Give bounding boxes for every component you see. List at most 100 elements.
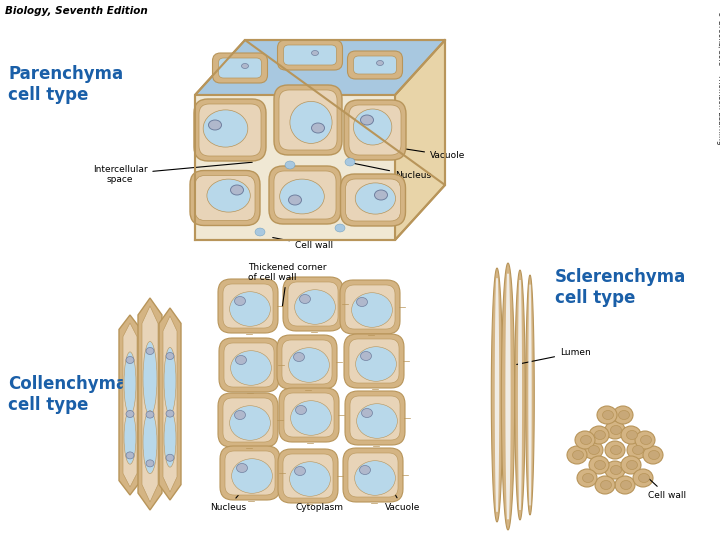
Ellipse shape xyxy=(582,474,593,483)
Ellipse shape xyxy=(577,469,597,487)
Ellipse shape xyxy=(232,458,272,493)
Ellipse shape xyxy=(377,60,384,65)
Ellipse shape xyxy=(635,431,655,449)
Ellipse shape xyxy=(294,353,305,361)
FancyBboxPatch shape xyxy=(284,393,334,437)
Ellipse shape xyxy=(621,426,641,444)
Ellipse shape xyxy=(618,410,629,420)
Polygon shape xyxy=(142,306,158,502)
Ellipse shape xyxy=(289,462,330,496)
Text: Sclerenchyma
cell type: Sclerenchyma cell type xyxy=(555,268,686,307)
Ellipse shape xyxy=(289,348,329,382)
Text: Nucleus: Nucleus xyxy=(355,164,431,180)
Ellipse shape xyxy=(356,347,397,381)
FancyBboxPatch shape xyxy=(279,90,337,150)
Ellipse shape xyxy=(356,298,367,307)
FancyBboxPatch shape xyxy=(223,398,273,442)
Ellipse shape xyxy=(361,352,372,361)
Ellipse shape xyxy=(230,350,271,385)
Polygon shape xyxy=(518,280,522,510)
Ellipse shape xyxy=(235,296,246,306)
Ellipse shape xyxy=(146,411,154,418)
FancyBboxPatch shape xyxy=(269,166,341,224)
Ellipse shape xyxy=(295,406,307,415)
Ellipse shape xyxy=(166,454,174,461)
Ellipse shape xyxy=(361,115,374,125)
FancyBboxPatch shape xyxy=(344,100,406,160)
Ellipse shape xyxy=(166,410,174,417)
Ellipse shape xyxy=(351,293,392,327)
Ellipse shape xyxy=(312,123,325,133)
Ellipse shape xyxy=(354,109,392,145)
Ellipse shape xyxy=(146,460,154,467)
Text: Cytoplasm: Cytoplasm xyxy=(321,191,403,200)
Text: Parenchyma
cell type: Parenchyma cell type xyxy=(8,65,123,104)
Ellipse shape xyxy=(335,224,345,232)
Polygon shape xyxy=(491,268,503,522)
Text: Collenchyma
cell type: Collenchyma cell type xyxy=(8,375,127,414)
Text: Nucleus: Nucleus xyxy=(210,459,269,512)
Ellipse shape xyxy=(374,190,387,200)
Polygon shape xyxy=(395,40,445,240)
FancyBboxPatch shape xyxy=(350,396,400,440)
FancyBboxPatch shape xyxy=(190,171,260,226)
FancyBboxPatch shape xyxy=(195,176,255,220)
Ellipse shape xyxy=(603,410,613,420)
Ellipse shape xyxy=(143,410,157,474)
Text: Lumen: Lumen xyxy=(517,348,590,364)
Text: Vacuole: Vacuole xyxy=(383,145,465,160)
Polygon shape xyxy=(505,274,510,519)
Ellipse shape xyxy=(312,51,318,56)
Ellipse shape xyxy=(355,461,395,495)
FancyBboxPatch shape xyxy=(277,335,337,389)
Ellipse shape xyxy=(124,410,136,464)
Ellipse shape xyxy=(230,406,271,440)
Ellipse shape xyxy=(146,348,154,354)
Polygon shape xyxy=(528,285,531,505)
Polygon shape xyxy=(163,316,177,492)
Text: Intercellular
space: Intercellular space xyxy=(93,162,252,184)
Text: Vacuole: Vacuole xyxy=(377,462,420,512)
Ellipse shape xyxy=(164,410,176,467)
Ellipse shape xyxy=(600,481,611,489)
FancyBboxPatch shape xyxy=(346,179,400,221)
Polygon shape xyxy=(138,298,162,510)
Ellipse shape xyxy=(572,450,583,460)
Ellipse shape xyxy=(589,426,609,444)
FancyBboxPatch shape xyxy=(199,104,261,156)
Ellipse shape xyxy=(164,347,176,415)
Ellipse shape xyxy=(356,404,397,438)
FancyBboxPatch shape xyxy=(194,99,266,161)
FancyBboxPatch shape xyxy=(348,453,398,497)
Text: © Brooks/Cole – Thomson Learning: © Brooks/Cole – Thomson Learning xyxy=(716,10,720,145)
Ellipse shape xyxy=(595,476,615,494)
Ellipse shape xyxy=(285,161,295,169)
FancyBboxPatch shape xyxy=(220,446,280,500)
Ellipse shape xyxy=(621,456,641,474)
Ellipse shape xyxy=(597,406,617,424)
FancyBboxPatch shape xyxy=(283,454,333,498)
FancyBboxPatch shape xyxy=(223,284,273,328)
Ellipse shape xyxy=(615,476,635,494)
Ellipse shape xyxy=(289,195,302,205)
FancyBboxPatch shape xyxy=(344,334,404,388)
FancyBboxPatch shape xyxy=(225,451,275,495)
Ellipse shape xyxy=(643,446,663,464)
Text: Thickened corner
of cell wall: Thickened corner of cell wall xyxy=(248,262,326,306)
Ellipse shape xyxy=(255,228,265,236)
Polygon shape xyxy=(123,323,137,487)
FancyBboxPatch shape xyxy=(283,277,343,331)
Ellipse shape xyxy=(621,481,631,489)
Ellipse shape xyxy=(300,294,310,303)
Text: Cell wall: Cell wall xyxy=(647,477,686,500)
Ellipse shape xyxy=(580,435,592,444)
Ellipse shape xyxy=(291,401,331,435)
Ellipse shape xyxy=(126,356,134,363)
Ellipse shape xyxy=(361,408,372,417)
Ellipse shape xyxy=(605,461,625,479)
Ellipse shape xyxy=(567,446,587,464)
Ellipse shape xyxy=(588,446,600,455)
FancyBboxPatch shape xyxy=(274,85,342,155)
FancyBboxPatch shape xyxy=(219,338,279,392)
Ellipse shape xyxy=(611,465,621,475)
